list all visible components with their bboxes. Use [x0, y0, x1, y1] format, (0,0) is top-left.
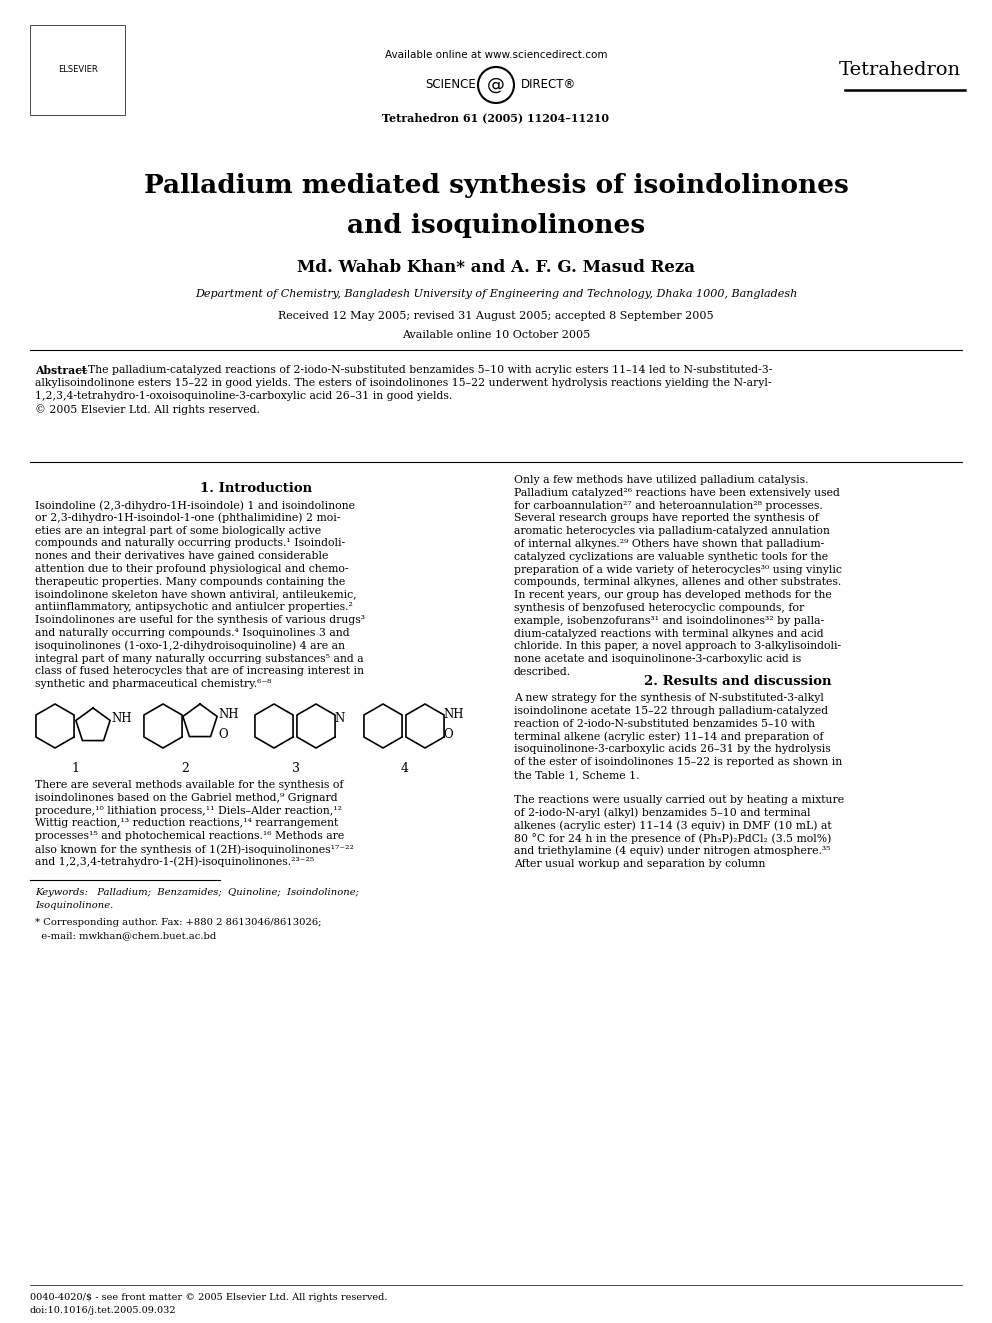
Text: —The palladium-catalyzed reactions of 2-iodo-N-substituted benzamides 5–10 with : —The palladium-catalyzed reactions of 2-… — [77, 365, 773, 374]
Text: dium-catalyzed reactions with terminal alkynes and acid: dium-catalyzed reactions with terminal a… — [514, 628, 823, 639]
Text: O: O — [218, 728, 227, 741]
Text: Palladium mediated synthesis of isoindolinones: Palladium mediated synthesis of isoindol… — [144, 172, 848, 197]
Text: 4: 4 — [401, 762, 409, 775]
Text: of the ester of isoindolinones 15–22 is reported as shown in: of the ester of isoindolinones 15–22 is … — [514, 757, 842, 767]
Text: catalyzed cyclizations are valuable synthetic tools for the: catalyzed cyclizations are valuable synt… — [514, 552, 828, 562]
Text: Md. Wahab Khan* and A. F. G. Masud Reza: Md. Wahab Khan* and A. F. G. Masud Reza — [297, 259, 695, 277]
Text: NH: NH — [218, 708, 238, 721]
Text: processes¹⁵ and photochemical reactions.¹⁶ Methods are: processes¹⁵ and photochemical reactions.… — [35, 831, 344, 841]
Text: SCIENCE: SCIENCE — [426, 78, 476, 91]
Text: N: N — [334, 712, 344, 725]
Text: @: @ — [487, 75, 505, 94]
Text: and triethylamine (4 equiv) under nitrogen atmosphere.³⁵: and triethylamine (4 equiv) under nitrog… — [514, 845, 830, 856]
Text: and naturally occurring compounds.⁴ Isoquinolines 3 and: and naturally occurring compounds.⁴ Isoq… — [35, 628, 349, 638]
Text: eties are an integral part of some biologically active: eties are an integral part of some biolo… — [35, 525, 321, 536]
Text: of 2-iodo-N-aryl (alkyl) benzamides 5–10 and terminal: of 2-iodo-N-aryl (alkyl) benzamides 5–10… — [514, 807, 810, 818]
Text: Isoindoline (2,3-dihydro-1​H-isoindole) 1 and isoindolinone: Isoindoline (2,3-dihydro-1​H-isoindole) … — [35, 500, 355, 511]
Text: described.: described. — [514, 667, 571, 677]
Text: 80 °C for 24 h in the presence of (Ph₃P)₂PdCl₂ (3.5 mol%): 80 °C for 24 h in the presence of (Ph₃P)… — [514, 833, 831, 844]
Text: for carboannulation²⁷ and heteroannulation²⁸ processes.: for carboannulation²⁷ and heteroannulati… — [514, 500, 822, 511]
Text: O: O — [443, 728, 452, 741]
Text: After usual workup and separation by column: After usual workup and separation by col… — [514, 859, 766, 869]
Text: NH: NH — [443, 708, 463, 721]
Text: © 2005 Elsevier Ltd. All rights reserved.: © 2005 Elsevier Ltd. All rights reserved… — [35, 405, 260, 415]
Text: Received 12 May 2005; revised 31 August 2005; accepted 8 September 2005: Received 12 May 2005; revised 31 August … — [278, 311, 714, 321]
Text: doi:10.1016/j.tet.2005.09.032: doi:10.1016/j.tet.2005.09.032 — [30, 1306, 177, 1315]
Text: ELSEVIER: ELSEVIER — [59, 66, 98, 74]
Text: and isoquinolinones: and isoquinolinones — [347, 213, 645, 238]
Text: isoindolinone skeleton have shown antiviral, antileukemic,: isoindolinone skeleton have shown antivi… — [35, 590, 357, 599]
Text: 0040-4020/$ - see front matter © 2005 Elsevier Ltd. All rights reserved.: 0040-4020/$ - see front matter © 2005 El… — [30, 1293, 388, 1302]
Text: isoindolinones based on the Gabriel method,⁹ Grignard: isoindolinones based on the Gabriel meth… — [35, 792, 337, 803]
Text: none acetate and isoquinolinone-3-carboxylic acid is: none acetate and isoquinolinone-3-carbox… — [514, 654, 802, 664]
Text: Department of Chemistry, Bangladesh University of Engineering and Technology, Dh: Department of Chemistry, Bangladesh Univ… — [194, 288, 798, 299]
Text: of internal alkynes.²⁹ Others have shown that palladium-: of internal alkynes.²⁹ Others have shown… — [514, 538, 824, 549]
Text: procedure,¹⁰ lithiation process,¹¹ Diels–Alder reaction,¹²: procedure,¹⁰ lithiation process,¹¹ Diels… — [35, 806, 342, 815]
Text: aromatic heterocycles via palladium-catalyzed annulation: aromatic heterocycles via palladium-cata… — [514, 527, 830, 536]
Text: There are several methods available for the synthesis of: There are several methods available for … — [35, 781, 343, 790]
Text: preparation of a wide variety of heterocycles³⁰ using vinylic: preparation of a wide variety of heteroc… — [514, 565, 842, 574]
Text: and 1,2,3,4-tetrahydro-1-(2H)-isoquinolinones.²³⁻²⁵: and 1,2,3,4-tetrahydro-1-(2H)-isoquinoli… — [35, 857, 314, 868]
Text: isoquinolinones (1-oxo-1,2-dihydroisoquinoline) 4 are an: isoquinolinones (1-oxo-1,2-dihydroisoqui… — [35, 640, 345, 651]
Text: class of fused heterocycles that are of increasing interest in: class of fused heterocycles that are of … — [35, 667, 364, 676]
Text: Isoindolinones are useful for the synthesis of various drugs³: Isoindolinones are useful for the synthe… — [35, 615, 365, 626]
Text: Abstract: Abstract — [35, 365, 87, 376]
Bar — [30, 25, 125, 115]
Text: 3: 3 — [292, 762, 300, 775]
Text: reaction of 2-iodo-N-substituted benzamides 5–10 with: reaction of 2-iodo-N-substituted benzami… — [514, 718, 815, 729]
Text: Keywords:   Palladium;  Benzamides;  Quinoline;  Isoindolinone;: Keywords: Palladium; Benzamides; Quinoli… — [35, 888, 359, 897]
Text: NH: NH — [111, 712, 132, 725]
Text: therapeutic properties. Many compounds containing the: therapeutic properties. Many compounds c… — [35, 577, 345, 587]
Text: Tetrahedron 61 (2005) 11204–11210: Tetrahedron 61 (2005) 11204–11210 — [383, 112, 609, 123]
Text: integral part of many naturally occurring substances⁵ and a: integral part of many naturally occurrin… — [35, 654, 364, 664]
Text: Only a few methods have utilized palladium catalysis.: Only a few methods have utilized palladi… — [514, 475, 808, 486]
Text: alkenes (acrylic ester) 11–14 (3 equiv) in DMF (10 mL) at: alkenes (acrylic ester) 11–14 (3 equiv) … — [514, 820, 831, 831]
Text: attention due to their profound physiological and chemo-: attention due to their profound physiolo… — [35, 564, 348, 574]
Text: In recent years, our group has developed methods for the: In recent years, our group has developed… — [514, 590, 831, 601]
Text: Available online 10 October 2005: Available online 10 October 2005 — [402, 329, 590, 340]
Text: synthesis of benzofused heterocyclic compounds, for: synthesis of benzofused heterocyclic com… — [514, 603, 805, 613]
Text: 2. Results and discussion: 2. Results and discussion — [644, 675, 831, 688]
Text: The reactions were usually carried out by heating a mixture: The reactions were usually carried out b… — [514, 795, 844, 804]
Text: example, isobenzofurans³¹ and isoindolinones³² by palla-: example, isobenzofurans³¹ and isoindolin… — [514, 615, 824, 626]
Text: compounds, terminal alkynes, allenes and other substrates.: compounds, terminal alkynes, allenes and… — [514, 577, 841, 587]
Text: 1. Introduction: 1. Introduction — [200, 482, 312, 495]
Text: the Table 1, Scheme 1.: the Table 1, Scheme 1. — [514, 770, 640, 779]
Text: synthetic and pharmaceutical chemistry.⁶⁻⁸: synthetic and pharmaceutical chemistry.⁶… — [35, 679, 272, 689]
Text: Palladium catalyzed²⁶ reactions have been extensively used: Palladium catalyzed²⁶ reactions have bee… — [514, 488, 840, 497]
Text: terminal alkene (acrylic ester) 11–14 and preparation of: terminal alkene (acrylic ester) 11–14 an… — [514, 732, 823, 742]
Text: antiinflammatory, antipsychotic and antiulcer properties.²: antiinflammatory, antipsychotic and anti… — [35, 602, 353, 613]
Text: 1: 1 — [71, 762, 79, 775]
Text: compounds and naturally occurring products.¹ Isoindoli-: compounds and naturally occurring produc… — [35, 538, 345, 549]
Text: isoquinolinone-3-carboxylic acids 26–31 by the hydrolysis: isoquinolinone-3-carboxylic acids 26–31 … — [514, 745, 830, 754]
Text: nones and their derivatives have gained considerable: nones and their derivatives have gained … — [35, 552, 328, 561]
Text: alkylisoindolinone esters 15–22 in good yields. The esters of isoindolinones 15–: alkylisoindolinone esters 15–22 in good … — [35, 378, 772, 388]
Text: e-mail: mwkhan@chem.buet.ac.bd: e-mail: mwkhan@chem.buet.ac.bd — [35, 931, 216, 941]
Text: isoindolinone acetate 15–22 through palladium-catalyzed: isoindolinone acetate 15–22 through pall… — [514, 705, 828, 716]
Text: Wittig reaction,¹³ reduction reactions,¹⁴ rearrangement: Wittig reaction,¹³ reduction reactions,¹… — [35, 819, 338, 828]
Text: A new strategy for the synthesis of N-substituted-3-alkyl: A new strategy for the synthesis of N-su… — [514, 693, 824, 703]
Text: chloride. In this paper, a novel approach to 3-alkylisoindoli-: chloride. In this paper, a novel approac… — [514, 642, 841, 651]
Text: or 2,3-dihydro-1​H-isoindol-1-one (phthalimidine) 2 moi-: or 2,3-dihydro-1​H-isoindol-1-one (phtha… — [35, 513, 340, 524]
Text: also known for the synthesis of 1(2H)-isoquinolinones¹⁷⁻²²: also known for the synthesis of 1(2H)-is… — [35, 844, 354, 855]
Text: Available online at www.sciencedirect.com: Available online at www.sciencedirect.co… — [385, 50, 607, 60]
Text: 2: 2 — [182, 762, 188, 775]
Text: Isoquinolinone.: Isoquinolinone. — [35, 901, 113, 910]
Text: DIRECT®: DIRECT® — [521, 78, 575, 91]
Text: Several research groups have reported the synthesis of: Several research groups have reported th… — [514, 513, 818, 524]
Text: Tetrahedron: Tetrahedron — [839, 61, 961, 79]
Text: 1,2,3,4-tetrahydro-1-oxoisoquinoline-3-carboxylic acid 26–31 in good yields.: 1,2,3,4-tetrahydro-1-oxoisoquinoline-3-c… — [35, 392, 452, 401]
Text: * Corresponding author. Fax: +880 2 8613046/8613026;: * Corresponding author. Fax: +880 2 8613… — [35, 918, 321, 927]
